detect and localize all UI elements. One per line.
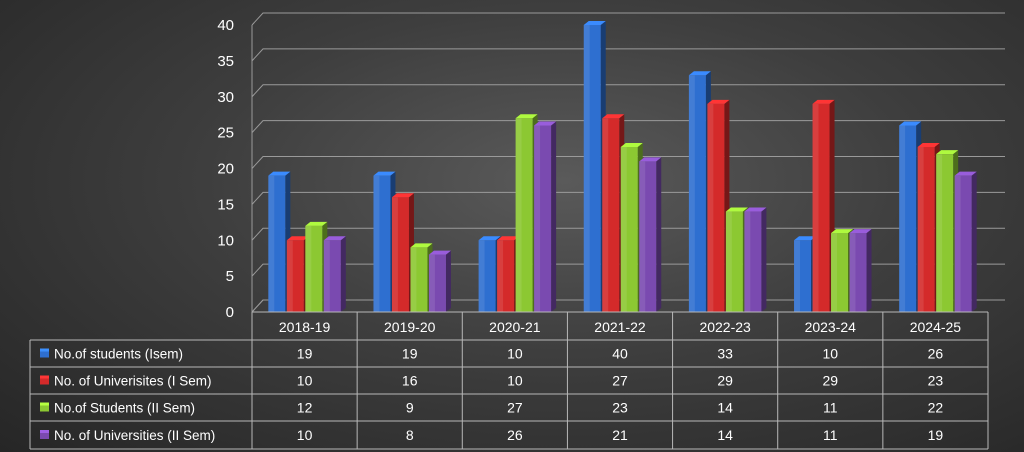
table-cell: 10: [297, 373, 313, 389]
data-table: 2018-19 2019-20 2020-21 2021-22 2022-23 2023-…: [29, 311, 989, 450]
legend-label: No.of Students (II Sem): [54, 401, 195, 416]
gridline: [251, 84, 1005, 98]
x-category-label: 2020-21: [489, 319, 541, 335]
y-axis-tick-labels: 0 5 10 15 20 25 30 35 40: [217, 17, 234, 321]
floor-edge: [251, 299, 264, 313]
bar: [954, 171, 977, 312]
gridline: [251, 191, 1005, 205]
bar: [744, 207, 767, 312]
table-cell: 27: [612, 373, 628, 389]
y-tick-label: 25: [217, 125, 234, 142]
table-cell: 26: [507, 427, 523, 443]
table-cell: 10: [507, 373, 523, 389]
x-category-label: 2022-23: [699, 319, 751, 335]
table-cell: 21: [612, 427, 628, 443]
x-category-label: 2018-19: [279, 319, 331, 335]
y-tick-label: 10: [217, 232, 234, 249]
y-tick-label: 40: [217, 17, 234, 34]
y-tick-label: 5: [226, 268, 234, 285]
legend-key: [40, 348, 49, 358]
table-cell: 33: [717, 346, 733, 362]
table-cell: 14: [717, 400, 733, 416]
table-cell: 19: [928, 427, 944, 443]
x-category-label: 2023-24: [805, 319, 857, 335]
table-cell: 29: [717, 373, 733, 389]
y-tick-label: 30: [217, 89, 234, 106]
gridline: [251, 120, 1005, 133]
table-cell: 10: [297, 427, 313, 443]
table-cell: 23: [928, 373, 944, 389]
bar: [534, 121, 557, 312]
y-tick-label: 0: [226, 304, 234, 321]
legend-key: [40, 375, 49, 385]
table-cell: 40: [612, 346, 628, 362]
table-cell: 10: [822, 346, 838, 362]
table-cell: 9: [406, 400, 414, 416]
table-cell: 27: [507, 400, 523, 416]
table-cell: 19: [402, 346, 418, 362]
gridline: [251, 48, 1005, 62]
table-cell: 23: [612, 400, 628, 416]
bar: [639, 157, 662, 312]
bar: [323, 236, 346, 312]
y-tick-label: 20: [217, 161, 234, 178]
y-tick-label: 35: [217, 53, 234, 70]
x-category-label: 2024-25: [910, 319, 962, 335]
gridline: [251, 156, 1005, 169]
table-cell: 19: [297, 346, 313, 362]
table-cell: 8: [406, 427, 414, 443]
gridlines: [251, 12, 1005, 313]
table-cell: 10: [507, 346, 523, 362]
gridline: [251, 12, 1005, 26]
table-cell: 26: [928, 346, 944, 362]
bar: [849, 229, 872, 312]
table-cell: 14: [717, 427, 733, 443]
x-category-label: 2021-22: [594, 319, 646, 335]
table-cell: 12: [297, 400, 313, 416]
table-cell: 11: [823, 427, 838, 443]
legend-label: No. of Univerisites (I Sem): [54, 374, 212, 389]
bars: [268, 21, 977, 313]
table-cell: 22: [928, 400, 944, 416]
y-tick-label: 15: [217, 196, 234, 213]
table-cell: 11: [823, 400, 838, 416]
x-category-label: 2019-20: [384, 319, 436, 335]
legend-label: No.of students (Isem): [54, 347, 183, 362]
bar: [428, 250, 451, 312]
legend-key: [40, 402, 49, 412]
legend-label: No. of Universities (II Sem): [54, 428, 215, 443]
table-cell: 16: [402, 373, 418, 389]
legend-key: [40, 430, 49, 439]
table-cell: 29: [822, 373, 838, 389]
